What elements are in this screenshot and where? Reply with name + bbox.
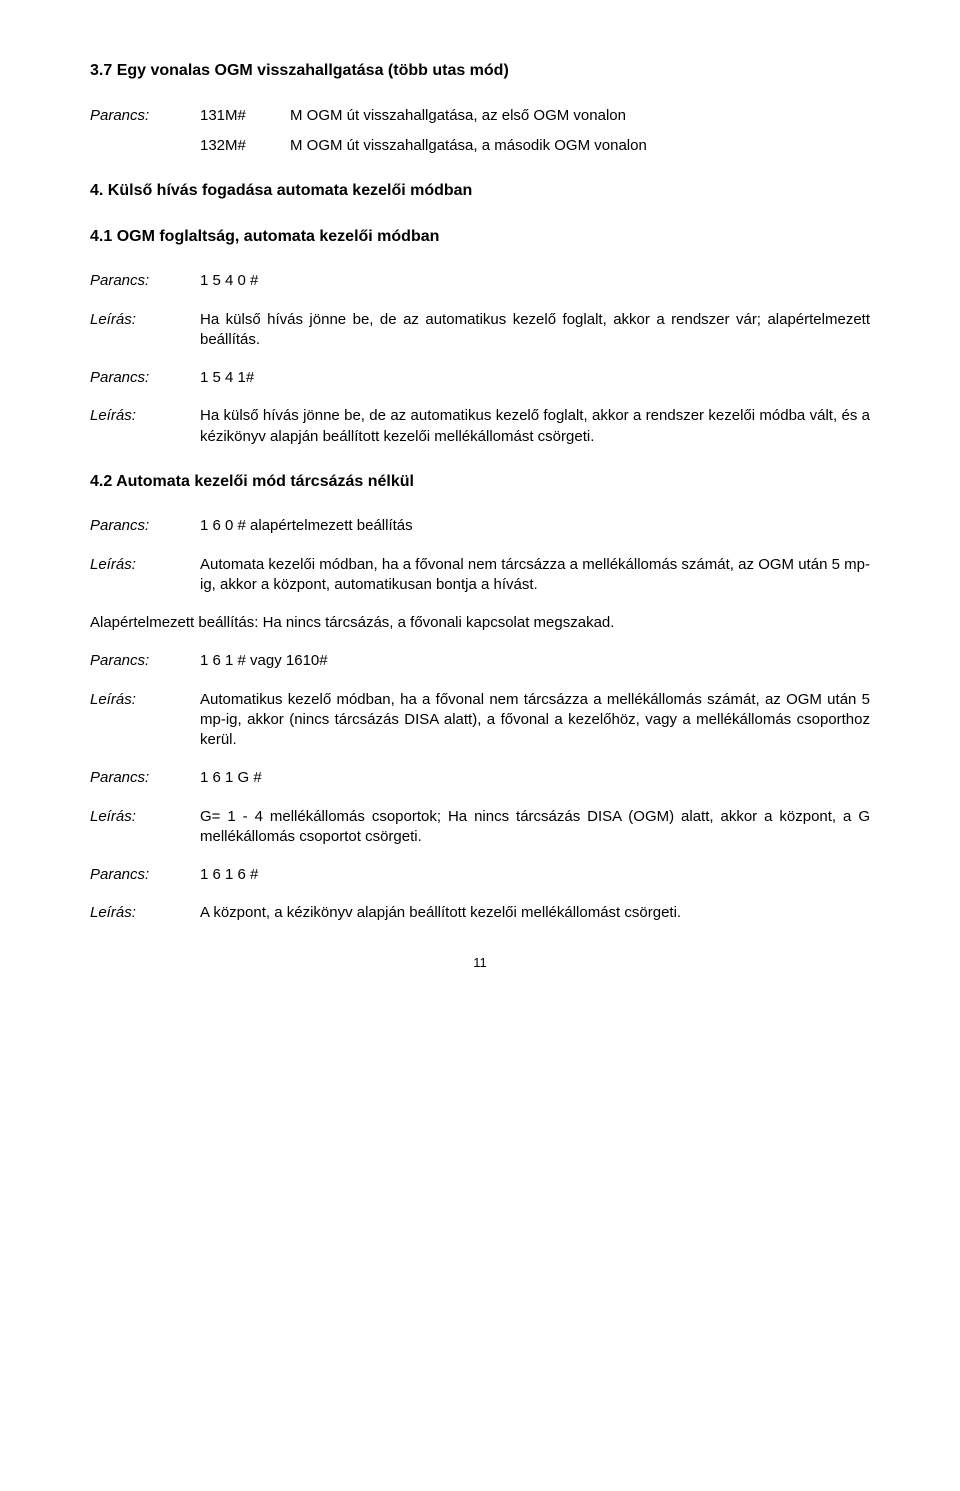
s41-p2-val: 1 5 4 1# <box>200 368 870 388</box>
parancs-label: Parancs: <box>90 368 200 388</box>
s41-d2-val: Ha külső hívás jönne be, de az automatik… <box>200 406 870 447</box>
s42-d1: Leírás: Automata kezelői módban, ha a fő… <box>90 555 870 596</box>
leiras-label: Leírás: <box>90 903 200 923</box>
parancs-label: Parancs: <box>90 271 200 291</box>
section-3-7-title: 3.7 Egy vonalas OGM visszahallgatása (tö… <box>90 60 870 82</box>
s41-d1-val: Ha külső hívás jönne be, de az automatik… <box>200 310 870 351</box>
s42-p1-val: 1 6 0 # alapértelmezett beállítás <box>200 516 870 536</box>
s42-p4: Parancs: 1 6 1 6 # <box>90 865 870 885</box>
parancs-label: Parancs: <box>90 651 200 671</box>
section-4-2-title: 4.2 Automata kezelői mód tárcsázás nélkü… <box>90 471 870 493</box>
s41-p2: Parancs: 1 5 4 1# <box>90 368 870 388</box>
leiras-label: Leírás: <box>90 690 200 751</box>
s42-p3-val: 1 6 1 G # <box>200 768 870 788</box>
parancs-label: Parancs: <box>90 768 200 788</box>
leiras-label: Leírás: <box>90 310 200 351</box>
s37-cmd2: 132M# <box>200 136 290 156</box>
s42-d1-val: Automata kezelői módban, ha a fővonal ne… <box>200 555 870 596</box>
s42-d3-val: G= 1 - 4 mellékállomás csoportok; Ha nin… <box>200 807 870 848</box>
section-4-title: 4. Külső hívás fogadása automata kezelői… <box>90 180 870 202</box>
leiras-label: Leírás: <box>90 555 200 596</box>
s42-d3: Leírás: G= 1 - 4 mellékállomás csoportok… <box>90 807 870 848</box>
s42-p2: Parancs: 1 6 1 # vagy 1610# <box>90 651 870 671</box>
s41-p1: Parancs: 1 5 4 0 # <box>90 271 870 291</box>
parancs-label: Parancs: <box>90 516 200 536</box>
page-number: 11 <box>90 954 870 972</box>
s42-p2-val: 1 6 1 # vagy 1610# <box>200 651 870 671</box>
s42-note: Alapértelmezett beállítás: Ha nincs tárc… <box>90 613 870 633</box>
s42-p3: Parancs: 1 6 1 G # <box>90 768 870 788</box>
s37-desc2: M OGM út visszahallgatása, a második OGM… <box>290 136 870 156</box>
s42-p1: Parancs: 1 6 0 # alapértelmezett beállít… <box>90 516 870 536</box>
s41-p1-val: 1 5 4 0 # <box>200 271 870 291</box>
s41-d2: Leírás: Ha külső hívás jönne be, de az a… <box>90 406 870 447</box>
s42-d4-val: A központ, a kézikönyv alapján beállítot… <box>200 903 870 923</box>
leiras-label: Leírás: <box>90 807 200 848</box>
parancs-label: Parancs: <box>90 106 200 126</box>
s37-desc1: M OGM út visszahallgatása, az első OGM v… <box>290 106 870 126</box>
section-4-1-title: 4.1 OGM foglaltság, automata kezelői mód… <box>90 226 870 248</box>
s37-row1: Parancs: 131M# M OGM út visszahallgatása… <box>90 106 870 126</box>
leiras-label: Leírás: <box>90 406 200 447</box>
s37-cmd1: 131M# <box>200 106 290 126</box>
s42-d4: Leírás: A központ, a kézikönyv alapján b… <box>90 903 870 923</box>
s41-d1: Leírás: Ha külső hívás jönne be, de az a… <box>90 310 870 351</box>
s42-p4-val: 1 6 1 6 # <box>200 865 870 885</box>
s37-row2: 132M# M OGM út visszahallgatása, a másod… <box>90 136 870 156</box>
blank <box>90 136 200 156</box>
s42-d2-val: Automatikus kezelő módban, ha a fővonal … <box>200 690 870 751</box>
parancs-label: Parancs: <box>90 865 200 885</box>
s42-d2: Leírás: Automatikus kezelő módban, ha a … <box>90 690 870 751</box>
